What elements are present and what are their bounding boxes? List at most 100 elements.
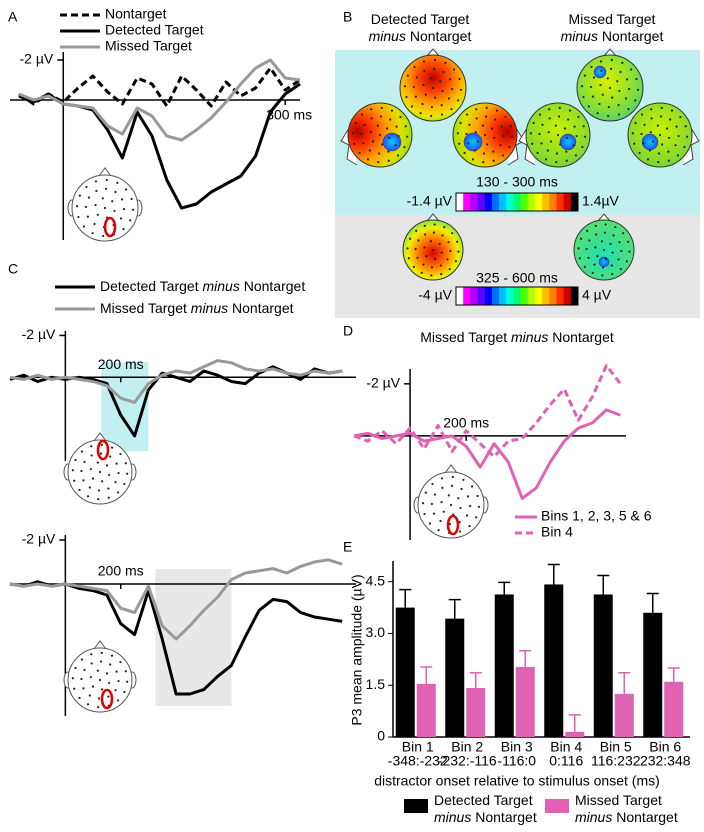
electrode (370, 117, 373, 120)
electrode (108, 473, 111, 476)
electrode (629, 68, 633, 71)
x-tick-label: -116:0 (497, 753, 536, 769)
electrode (369, 131, 372, 134)
legend-label: Detected Target minus Nontarget (100, 278, 305, 294)
topomap (627, 102, 700, 168)
electrode (668, 136, 671, 139)
electrode (604, 223, 607, 226)
electrode (440, 500, 443, 504)
electrode (97, 498, 100, 501)
electrode (465, 132, 468, 136)
waveform (9, 558, 343, 641)
colorbar-step (484, 287, 493, 305)
electrode (591, 271, 594, 274)
topomap (402, 213, 464, 281)
electrode (116, 491, 120, 494)
nose (98, 167, 112, 177)
error-bar (519, 649, 532, 667)
electrode (446, 258, 449, 261)
electrode (405, 95, 408, 99)
electrode (437, 529, 440, 532)
colorbar-step (563, 193, 572, 211)
electrode (476, 140, 480, 143)
electrode (439, 80, 442, 83)
legend-label: Missed Target minus Nontarget (100, 300, 294, 316)
electrode (600, 69, 603, 73)
electrode (458, 77, 461, 81)
electrode (109, 455, 112, 458)
colorbar-step (520, 287, 529, 305)
electrode (541, 123, 544, 126)
electrode (114, 190, 117, 194)
electrode (444, 61, 447, 64)
electrode (679, 115, 682, 119)
y-tick-label: -2 µV (366, 375, 400, 391)
electrode (614, 226, 617, 229)
electrode (583, 265, 586, 268)
electrode (97, 706, 100, 709)
colorbar-step (456, 193, 464, 211)
electrode (443, 226, 446, 229)
x-tick-label: Bin 6 (649, 739, 681, 755)
electrode (82, 225, 86, 228)
error-bar (547, 563, 560, 585)
electrode (126, 680, 129, 683)
electrode (381, 143, 384, 146)
electrode (574, 154, 578, 157)
roi-marker (446, 514, 460, 536)
electrode (471, 158, 475, 161)
electrode (458, 530, 462, 533)
panel-label: A (8, 9, 18, 25)
electrode (394, 144, 397, 147)
electrode (601, 266, 605, 269)
electrode (430, 274, 433, 277)
nose (597, 213, 611, 222)
bar (593, 594, 613, 737)
electrode (456, 240, 459, 243)
electrode (457, 99, 460, 102)
electrode (80, 677, 83, 681)
electrode (617, 103, 620, 107)
topomap (340, 102, 413, 168)
colorbar-step (506, 193, 514, 211)
electrode (651, 140, 655, 143)
electrode (390, 109, 394, 112)
electrode (432, 512, 436, 515)
roi-marker (103, 216, 117, 238)
electrode (119, 660, 122, 664)
electrode (102, 234, 105, 238)
electrode (86, 703, 90, 706)
legend-label: Detected Target (105, 22, 204, 38)
topomap (452, 102, 525, 168)
electrode (447, 494, 450, 497)
bar (565, 731, 585, 737)
electrode (126, 472, 129, 475)
electrode (567, 118, 570, 121)
map-spot (559, 133, 577, 151)
electrode (424, 93, 427, 96)
electrode (674, 144, 677, 147)
electrode (358, 151, 361, 155)
electrode (96, 461, 99, 464)
electrode (612, 234, 615, 237)
electrode (602, 248, 606, 252)
error-bar (597, 574, 610, 595)
electrode (582, 125, 585, 128)
colorbar-step (470, 193, 478, 211)
electrode (86, 215, 90, 218)
colorbar-step (499, 193, 507, 211)
electrode (565, 159, 568, 162)
electrode (618, 241, 621, 244)
electrode (495, 109, 499, 112)
electrode (642, 142, 645, 145)
topomap (576, 48, 644, 122)
electrode (432, 231, 436, 234)
electrode (599, 83, 602, 87)
electrode (599, 60, 603, 63)
electrode (546, 149, 549, 152)
electrode (633, 142, 636, 145)
electrode (463, 151, 466, 155)
electrode (468, 123, 471, 126)
legend-label: Missed Target (105, 38, 192, 54)
face-outline (682, 124, 700, 166)
